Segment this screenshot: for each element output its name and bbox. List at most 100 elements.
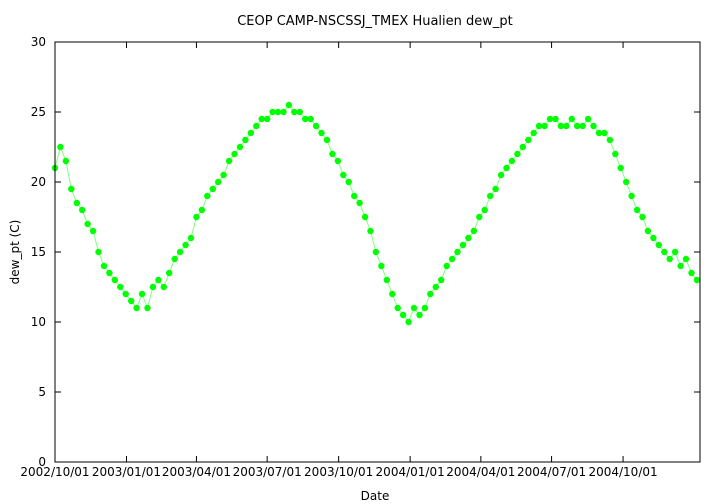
data-point [171,255,178,263]
data-point [666,255,673,263]
data-point [595,129,603,137]
data-point [302,115,309,123]
data-point [671,248,679,256]
data-point [204,192,211,200]
y-tick-label: 10 [31,315,46,329]
data-point [79,206,86,214]
x-tick-label: 2002/10/01 [20,465,89,479]
data-point [307,115,314,123]
data-point [476,213,483,221]
data-point [231,150,238,158]
data-point [677,262,684,270]
data-point [579,122,586,130]
data-point [399,311,407,319]
x-axis: 2002/10/01 2003/01/01 2003/04/01 2003/07/01… [20,42,658,479]
data-point [73,199,81,207]
data-point [264,115,271,123]
data-point [492,185,499,193]
data-point [535,122,543,130]
data-point [291,108,298,116]
data-point [100,262,108,270]
data-point [155,276,162,284]
data-point [454,248,461,256]
data-point [89,227,97,235]
data-point [253,122,260,130]
data-point [345,178,352,186]
data-point [503,164,510,172]
data-point [601,129,608,137]
data-point [209,185,216,193]
data-point [106,269,113,277]
data-point [557,122,565,130]
data-point [541,122,548,130]
data-point [334,157,342,165]
data-point [378,262,385,270]
y-tick-label: 0 [38,455,46,469]
data-point [176,248,184,256]
data-point [187,234,195,242]
x-tick-label: 2004/04/01 [446,465,515,479]
data-point [623,178,630,186]
data-point [95,248,102,256]
y-axis: 0 5 10 15 20 25 30 [31,35,700,469]
data-point [68,185,75,193]
data-point [247,129,254,137]
data-point [84,220,91,228]
data-point [427,290,434,298]
x-tick-label: 2003/07/01 [233,465,302,479]
data-point [470,227,478,235]
y-axis-label: dew_pt (C) [8,220,22,285]
data-point [514,150,521,158]
data-point [111,276,119,284]
data-point [497,171,505,179]
data-point [546,115,554,123]
data-point [383,276,390,284]
data-point [682,255,690,263]
data-point [525,136,532,144]
data-point [612,150,619,158]
y-tick-label: 5 [38,385,46,399]
data-point [552,115,559,123]
data-point [182,241,189,249]
data-point [312,122,320,130]
data-point [144,304,151,312]
data-point [356,199,363,207]
chart-title: CEOP CAMP-NSCSSJ_TMEX Hualien dew_pt [237,14,513,29]
y-tick-label: 30 [31,35,46,49]
data-point [318,129,325,137]
data-point [285,101,293,109]
data-point [628,192,635,200]
y-tick-label: 20 [31,175,46,189]
data-point [443,262,450,270]
data-point [258,115,265,123]
data-point [117,283,124,291]
data-point [459,241,467,249]
data-point [394,304,401,312]
data-point [590,122,597,130]
data-point [389,290,396,298]
data-point [465,234,472,242]
data-point [633,206,641,214]
data-point [639,213,646,221]
data-point [280,108,287,116]
x-tick-label: 2003/04/01 [162,465,231,479]
data-point [421,304,429,312]
data-point [416,311,423,319]
data-point [481,206,488,214]
data-point [432,283,439,291]
data-point [351,192,358,200]
data-point [508,157,516,165]
data-point [563,122,570,130]
data-point [149,283,157,291]
data-point [57,143,64,151]
data-point [133,304,140,312]
data-point [655,241,662,249]
data-point [405,318,412,326]
y-tick-label: 25 [31,105,46,119]
data-point [236,143,244,151]
data-point [166,269,173,277]
data-point [367,227,374,235]
data-point [693,276,701,284]
x-tick-label: 2004/01/01 [376,465,445,479]
data-point [519,143,526,151]
